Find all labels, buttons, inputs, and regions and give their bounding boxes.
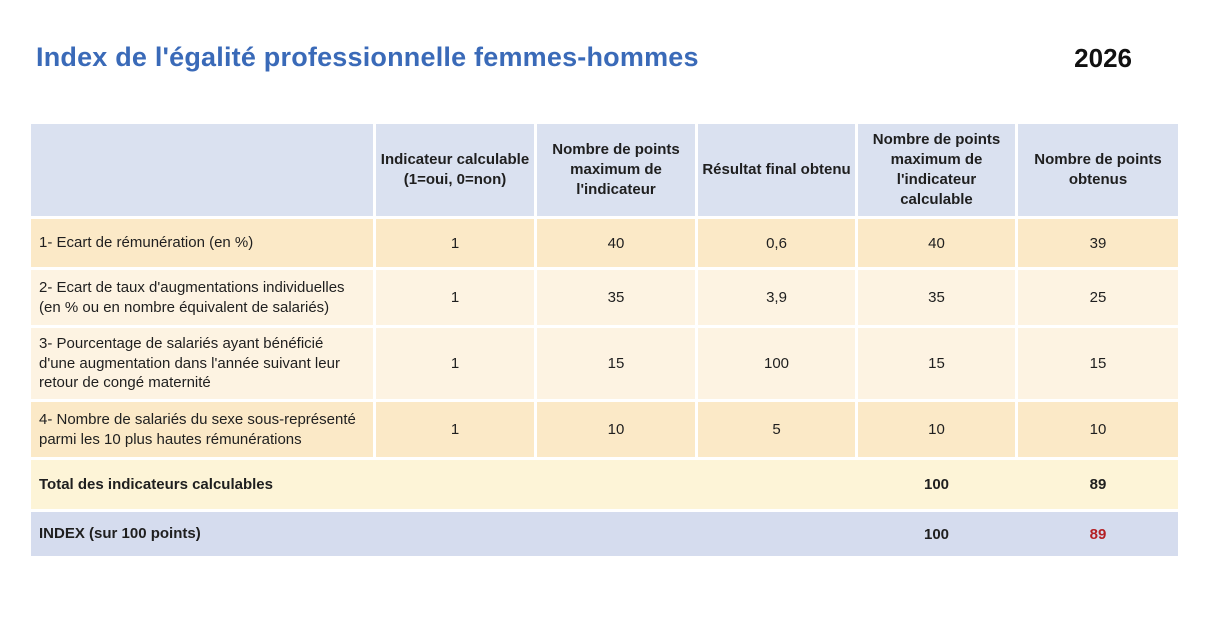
empty-cell — [698, 460, 855, 509]
total-row: Total des indicateurs calculables 100 89 — [31, 460, 1178, 509]
cell-indicator-1-max-calculable: 40 — [858, 219, 1015, 267]
cell-indicator-2-calculable: 1 — [376, 270, 534, 325]
row-label-indicator-2: 2- Ecart de taux d'augmentations individ… — [31, 270, 373, 325]
year-label: 2026 — [1074, 43, 1132, 73]
total-max-points: 100 — [923, 476, 950, 493]
cell-indicator-3-resultat: 100 — [698, 328, 855, 399]
cell-indicator-4-max-calculable: 10 — [858, 402, 1015, 457]
cell-indicator-1-points-obtenus: 39 — [1018, 219, 1178, 267]
page-title: Index de l'égalité professionnelle femme… — [36, 42, 699, 72]
col-header-points-maximum-calculable: Nombre de points maximum de l'indicateur… — [858, 124, 1015, 216]
empty-cell — [376, 512, 534, 556]
cell-indicator-4-points-obtenus: 10 — [1018, 402, 1178, 457]
cell-indicator-2-points-obtenus: 25 — [1018, 270, 1178, 325]
col-header-resultat-final: Résultat final obtenu — [698, 124, 855, 216]
index-row: INDEX (sur 100 points) 100 89 — [31, 512, 1178, 556]
cell-indicator-3-calculable: 1 — [376, 328, 534, 399]
header-empty-cell — [31, 124, 373, 216]
cell-indicator-1-calculable: 1 — [376, 219, 534, 267]
row-label-indicator-3: 3- Pourcentage de salariés ayant bénéfic… — [31, 328, 373, 399]
row-label-indicator-1: 1- Ecart de rémunération (en %) — [31, 219, 373, 267]
col-header-indicateur-calculable: Indicateur calculable (1=oui, 0=non) — [376, 124, 534, 216]
cell-indicator-2-max-points: 35 — [537, 270, 695, 325]
cell-indicator-2-max-calculable: 35 — [858, 270, 1015, 325]
total-points-obtenus: 89 — [1089, 476, 1107, 493]
total-row-label: Total des indicateurs calculables — [39, 475, 273, 493]
empty-cell — [698, 512, 855, 556]
empty-cell — [376, 460, 534, 509]
cell-indicator-4-max-points: 10 — [537, 402, 695, 457]
cell-indicator-4-resultat: 5 — [698, 402, 855, 457]
index-points-obtenus: 89 — [1089, 525, 1107, 543]
row-label-indicator-4: 4- Nombre de salariés du sexe sous-repré… — [31, 402, 373, 457]
empty-cell — [537, 460, 695, 509]
empty-cell — [537, 512, 695, 556]
cell-indicator-1-resultat: 0,6 — [698, 219, 855, 267]
cell-indicator-2-resultat: 3,9 — [698, 270, 855, 325]
cell-indicator-3-max-points: 15 — [537, 328, 695, 399]
cell-indicator-1-max-points: 40 — [537, 219, 695, 267]
col-header-points-maximum: Nombre de points maximum de l'indicateur — [537, 124, 695, 216]
cell-indicator-3-max-calculable: 15 — [858, 328, 1015, 399]
cell-indicator-4-calculable: 1 — [376, 402, 534, 457]
index-row-label: INDEX (sur 100 points) — [39, 525, 201, 543]
cell-indicator-3-points-obtenus: 15 — [1018, 328, 1178, 399]
col-header-points-obtenus: Nombre de points obtenus — [1018, 124, 1178, 216]
index-max-points: 100 — [923, 525, 950, 543]
equality-index-table: Indicateur calculable (1=oui, 0=non) Nom… — [31, 124, 1178, 556]
page-header: Index de l'égalité professionnelle femme… — [36, 42, 1132, 74]
